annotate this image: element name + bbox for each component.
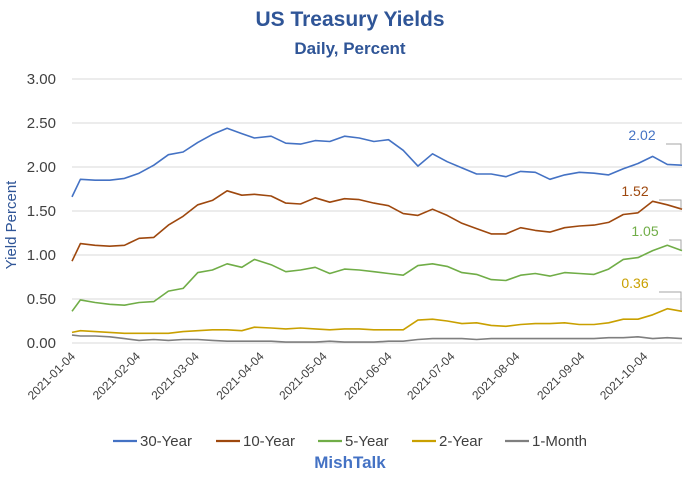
x-tick-label: 2021-04-04: [213, 349, 267, 403]
series-line-10-year: [71, 190, 683, 262]
y-tick-label: 1.50: [27, 203, 56, 220]
series-lines: [71, 127, 683, 343]
x-axis-ticks: 2021-01-04 2021-02-04 2021-03-04 2021-04-04…: [25, 349, 651, 403]
y-axis-label: Yield Percent: [3, 180, 20, 269]
x-tick-label: 2021-01-04: [25, 349, 79, 403]
legend-label: 10-Year: [243, 433, 295, 450]
x-tick-label: 2021-06-04: [341, 349, 395, 403]
y-tick-label: 0.00: [27, 335, 56, 352]
y-tick-label: 3.00: [27, 71, 56, 88]
end-value-labels: 2.02 1.52 1.05 0.36: [621, 127, 682, 311]
legend-label: 2-Year: [439, 433, 483, 450]
series-line-1-month: [71, 334, 683, 343]
x-tick-label: 2021-03-04: [148, 349, 202, 403]
end-value-label: 1.52: [621, 183, 648, 199]
legend-label: 5-Year: [345, 433, 389, 450]
end-value-label: 0.36: [621, 275, 648, 291]
x-tick-label: 2021-05-04: [276, 349, 330, 403]
x-tick-label: 2021-02-04: [90, 349, 144, 403]
series-line-30-year: [71, 127, 683, 198]
end-value-label: 2.02: [628, 127, 655, 143]
y-tick-label: 0.50: [27, 291, 56, 308]
y-tick-label: 2.00: [27, 159, 56, 176]
chart-title: US Treasury Yields: [255, 8, 444, 31]
x-tick-label: 2021-10-04: [597, 349, 651, 403]
series-line-2-year: [71, 307, 683, 335]
callout-line: [669, 239, 682, 250]
legend-label: 1-Month: [532, 433, 587, 450]
legend: 30-Year 10-Year 5-Year 2-Year 1-Month: [113, 433, 587, 450]
gridlines: [72, 78, 682, 344]
x-tick-label: 2021-07-04: [404, 349, 458, 403]
brand-label: MishTalk: [314, 453, 386, 472]
legend-label: 30-Year: [140, 433, 192, 450]
x-tick-label: 2021-09-04: [534, 349, 588, 403]
callout-line: [659, 291, 682, 311]
chart-subtitle: Daily, Percent: [294, 39, 406, 58]
y-tick-label: 2.50: [27, 115, 56, 132]
y-tick-label: 1.00: [27, 247, 56, 264]
callout-line: [659, 199, 682, 209]
callout-line: [666, 143, 682, 165]
x-tick-label: 2021-08-04: [469, 349, 523, 403]
y-axis-ticks: 0.00 0.50 1.00 1.50 2.00 2.50 3.00: [27, 71, 56, 352]
series-line-5-year: [71, 244, 683, 312]
end-value-label: 1.05: [631, 223, 658, 239]
